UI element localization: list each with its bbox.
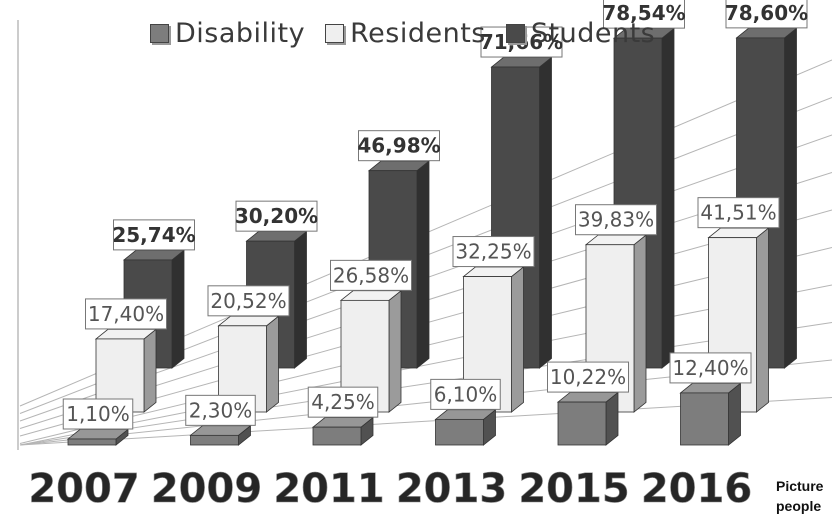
data-label-box	[207, 285, 290, 317]
bar-disability-2007	[67, 438, 117, 446]
data-label: 20,52%	[210, 289, 286, 313]
data-label: 10,22%	[550, 365, 626, 389]
data-label: 78,60%	[725, 1, 808, 25]
bar-side-students	[416, 160, 430, 369]
bar-disability-2015	[557, 401, 607, 446]
legend-label-disability: Disability	[175, 17, 306, 49]
bar-disability-2009	[190, 434, 239, 446]
data-label-box	[725, 0, 808, 29]
x-tick-label: 2016	[641, 466, 752, 512]
bar-side-residents	[511, 266, 524, 413]
data-label-box	[603, 0, 685, 29]
x-tick-label: 2013	[396, 466, 507, 512]
data-label-box	[307, 386, 379, 418]
data-label: 6,10%	[434, 382, 498, 406]
legend-item-students: Students	[505, 17, 656, 49]
data-label: 41,51%	[700, 201, 776, 225]
data-label-box	[113, 219, 195, 251]
data-label-box	[697, 197, 780, 229]
bar-side-disability	[728, 382, 741, 446]
data-label: 2,30%	[189, 398, 253, 422]
bar-disability-2016	[680, 392, 729, 446]
data-label: 4,25%	[311, 390, 375, 414]
data-label: 46,98%	[357, 134, 440, 158]
gridline	[19, 322, 832, 446]
data-label: 12,40%	[672, 356, 748, 380]
bar-disability-2013	[435, 418, 484, 446]
x-tick-label: 2009	[151, 466, 262, 512]
data-label-box	[575, 204, 657, 236]
data-label-box	[358, 130, 440, 162]
legend-label-students: Students	[530, 17, 656, 49]
bar-side-students	[171, 249, 185, 369]
data-label: 25,74%	[112, 223, 195, 247]
data-label-box	[235, 200, 318, 232]
gridline	[19, 284, 832, 446]
data-label: 39,83%	[578, 208, 654, 232]
x-tick-label: 2007	[28, 466, 139, 512]
legend-swatch-residents	[325, 23, 345, 43]
data-label-box	[430, 378, 501, 410]
bar-disability-2011	[312, 426, 362, 446]
data-label: 30,20%	[235, 204, 318, 228]
image-caption: Picture people	[776, 478, 824, 514]
bar-side-students	[539, 56, 552, 369]
bar-side-residents	[756, 227, 769, 413]
data-label-box	[452, 236, 535, 268]
data-label-box	[547, 361, 629, 393]
bar-side-students	[294, 230, 307, 369]
data-label-box	[669, 352, 752, 384]
x-tick-label: 2015	[518, 466, 629, 512]
legend-swatch-students	[505, 23, 525, 43]
data-label: 1,10%	[66, 402, 130, 426]
data-label-box	[185, 394, 256, 426]
bar-side-residents	[143, 328, 157, 413]
chart-legend: Disability Residents Students	[150, 16, 655, 50]
x-tick-label: 2011	[273, 466, 384, 512]
data-label: 78,54%	[602, 1, 685, 25]
bar-side-residents	[388, 289, 402, 413]
data-label-box	[62, 398, 134, 430]
bar-side-students	[784, 27, 797, 369]
legend-item-residents: Residents	[325, 18, 486, 49]
legend-swatch-disability	[150, 23, 169, 43]
legend-label-residents: Residents	[350, 17, 486, 49]
data-label: 26,58%	[333, 263, 409, 287]
data-label: 17,40%	[88, 302, 164, 326]
data-label-box	[85, 298, 167, 330]
legend-item-disability: Disability	[150, 18, 305, 49]
bar-side-residents	[266, 315, 279, 413]
bar-side-students	[661, 27, 675, 369]
data-label-box	[330, 259, 412, 291]
bar-side-residents	[633, 234, 647, 413]
data-label: 32,25%	[455, 240, 531, 264]
